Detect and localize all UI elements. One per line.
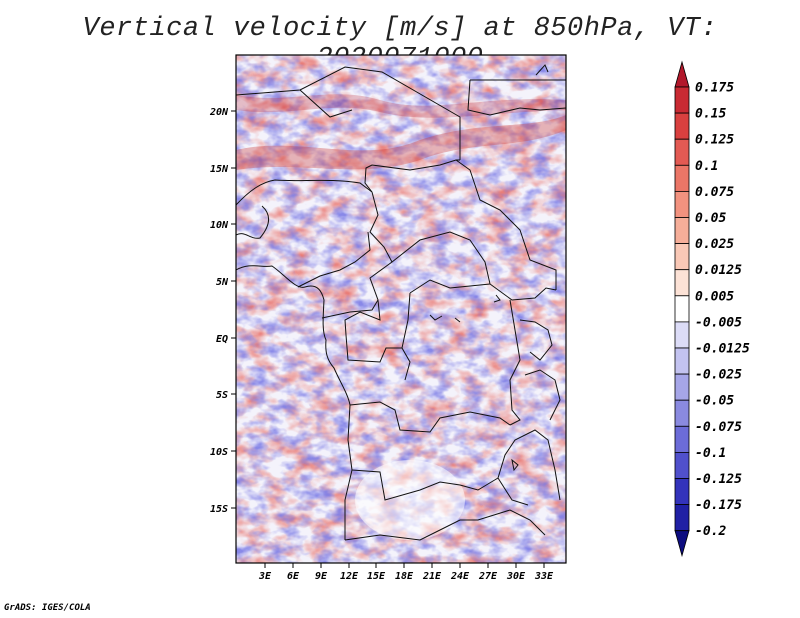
colorbar-label: 0.05 — [695, 211, 726, 226]
lat-label: EQ — [216, 334, 228, 345]
lon-label: 27E — [478, 571, 498, 582]
colorbar-label: 0.125 — [695, 133, 734, 148]
colorbar-segment — [674, 190, 690, 218]
colorbar-segment — [674, 86, 690, 114]
colorbar-label: -0.175 — [695, 498, 742, 513]
colorbar-label: -0.005 — [695, 315, 742, 330]
lon-label: 9E — [315, 571, 328, 582]
colorbar-label: 0.005 — [695, 289, 734, 304]
lat-label: 15S — [210, 504, 228, 515]
colorbar-segment — [674, 164, 690, 192]
colorbar-label: -0.125 — [695, 472, 742, 487]
colorbar-label: 0.075 — [695, 185, 734, 200]
colorbar-segment — [674, 295, 690, 323]
axis-ticks — [231, 110, 545, 568]
lon-label: 3E — [258, 571, 272, 582]
colorbar-segment — [674, 243, 690, 271]
colorbar-label: 0.15 — [695, 107, 726, 122]
lat-label: 10N — [210, 220, 229, 231]
lat-label: 5N — [216, 277, 229, 288]
colorbar-segment — [674, 347, 690, 375]
longitude-labels: 3E 6E 9E 12E 15E 18E 21E 24E 27E 30E 33E — [258, 571, 554, 582]
colorbar-segment — [674, 217, 690, 245]
colorbar-label: 0.175 — [695, 81, 734, 96]
map-frame — [235, 54, 567, 564]
colorbar-segment — [674, 451, 690, 479]
colorbar-segment — [674, 321, 690, 349]
vertical-velocity-field — [236, 55, 566, 563]
lon-label: 18E — [395, 571, 414, 582]
colorbar-segment — [674, 399, 690, 427]
colorbar-label: 0.025 — [695, 237, 734, 252]
colorbar-segment — [674, 478, 690, 506]
lon-label: 6E — [287, 571, 300, 582]
colorbar-segment — [674, 60, 690, 88]
colorbar-segment — [674, 112, 690, 140]
colorbar-segment — [674, 138, 690, 166]
lon-label: 12E — [340, 571, 359, 582]
colorbar-label: -0.05 — [695, 394, 734, 409]
colorbar-label: -0.025 — [695, 368, 742, 383]
lon-label: 15E — [367, 571, 386, 582]
lon-label: 30E — [506, 571, 526, 582]
lat-label: 10S — [210, 447, 228, 458]
colorbar: 0.175 0.15 0.125 0.1 0.075 0.05 0.025 0.0125 0.0… — [674, 60, 750, 558]
lat-label: 20N — [209, 107, 229, 118]
colorbar-segment — [674, 373, 690, 401]
lat-label: 15N — [210, 164, 229, 175]
colorbar-segment — [674, 504, 690, 532]
colorbar-label: 0.0125 — [695, 263, 742, 278]
lat-label: 5S — [216, 390, 228, 401]
colorbar-segment — [674, 530, 690, 558]
grads-credit: GrADS: IGES/COLA — [4, 603, 91, 613]
lon-label: 24E — [450, 571, 470, 582]
latitude-labels: 20N 15N 10N 5N EQ 5S 10S 15S — [209, 107, 229, 515]
lon-label: 21E — [422, 571, 442, 582]
colorbar-segment — [674, 269, 690, 297]
colorbar-label: -0.0125 — [695, 342, 750, 357]
colorbar-label: -0.075 — [695, 420, 742, 435]
colorbar-segment — [674, 425, 690, 453]
country-borders — [236, 64, 566, 541]
colorbar-label: 0.1 — [695, 159, 718, 174]
colorbar-label: -0.1 — [695, 446, 726, 461]
colorbar-label: -0.2 — [695, 524, 726, 539]
lon-label: 33E — [534, 571, 554, 582]
